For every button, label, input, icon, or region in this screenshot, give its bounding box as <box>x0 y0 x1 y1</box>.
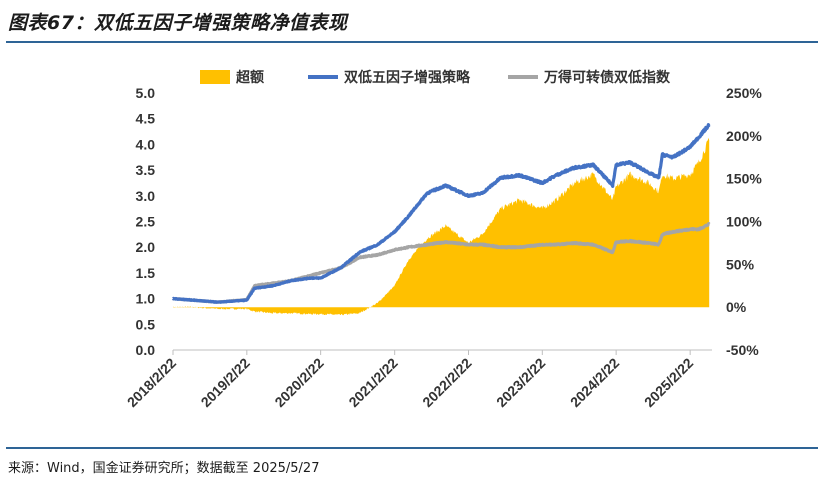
y-right-tick-label: 0% <box>726 299 747 315</box>
legend-label: 万得可转债双低指数 <box>543 69 671 86</box>
y-right-tick-label: 100% <box>726 214 762 230</box>
y-left-tick-label: 4.5 <box>136 111 156 127</box>
x-tick-label: 2022/2/22 <box>419 355 475 411</box>
source-note: 来源：Wind，国金证券研究所；数据截至 2025/5/27 <box>8 461 320 476</box>
y-right-tick-label: 250% <box>726 85 762 101</box>
y-right-tick-label: 200% <box>726 128 762 144</box>
x-tick-label: 2024/2/22 <box>567 355 623 411</box>
y-left-tick-label: 3.5 <box>136 162 156 178</box>
x-tick-label: 2020/2/22 <box>271 355 327 411</box>
strategy-line <box>171 123 711 304</box>
series-lines-layer <box>171 123 711 304</box>
excess-area <box>173 137 710 316</box>
y-left-tick-label: 5.0 <box>136 85 156 101</box>
title-divider <box>6 41 818 43</box>
index-line <box>171 222 711 304</box>
y-left-tick-label: 1.5 <box>136 265 156 281</box>
x-tick-label: 2023/2/22 <box>493 355 549 411</box>
y-left-tick-label: 2.0 <box>136 239 156 255</box>
y-left-tick-label: 0.0 <box>136 342 156 358</box>
excess-area-layer <box>173 137 710 316</box>
legend-label: 超额 <box>235 69 264 86</box>
y-left-tick-label: 3.0 <box>136 188 156 204</box>
legend: 超额 双低五因子增强策略 万得可转债双低指数 <box>200 69 671 86</box>
y-left-tick-label: 2.5 <box>136 214 156 230</box>
x-tick-label: 2019/2/22 <box>198 355 254 411</box>
y-right-tick-label: 50% <box>726 256 755 272</box>
x-tick-label: 2018/2/22 <box>124 355 180 411</box>
x-tick-label: 2021/2/22 <box>345 355 401 411</box>
y-right-tick-label: 150% <box>726 171 762 187</box>
x-tick-label: 2025/2/22 <box>641 355 697 411</box>
legend-label: 双低五因子增强策略 <box>344 69 471 86</box>
legend-swatch-excess <box>200 70 230 84</box>
y-right-tick-label: -50% <box>726 342 759 358</box>
y-left-tick-label: 1.0 <box>136 291 156 307</box>
y-left-tick-label: 4.0 <box>136 136 156 152</box>
source-divider <box>6 447 818 449</box>
y-left-tick-label: 0.5 <box>136 316 156 332</box>
figure-title: 图表67：双低五因子增强策略净值表现 <box>8 12 348 34</box>
